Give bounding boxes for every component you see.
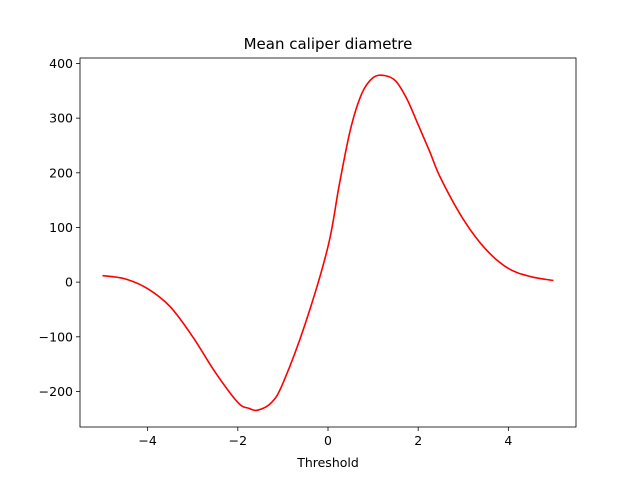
- y-tick-label: −200: [39, 384, 73, 399]
- x-tick-label: −4: [138, 433, 156, 448]
- x-tick-label: 2: [414, 433, 422, 448]
- x-tick-label: 0: [324, 433, 332, 448]
- series-layer: [102, 74, 554, 412]
- x-axis-title: Threshold: [296, 455, 359, 470]
- ticks-layer: −4 −2 0 2 4 −200 −100 0 100 200 300 400: [39, 56, 513, 448]
- chart-title: Mean caliper diametre: [244, 35, 413, 53]
- y-tick-label: 300: [49, 111, 73, 126]
- x-tick-label: −2: [229, 433, 247, 448]
- series-line-0: [102, 74, 554, 412]
- x-tick-label: 4: [504, 433, 512, 448]
- y-tick-label: 400: [49, 56, 73, 71]
- y-tick-label: 0: [65, 275, 73, 290]
- y-tick-label: 100: [49, 220, 73, 235]
- y-tick-label: 200: [49, 165, 73, 180]
- y-tick-label: −100: [39, 329, 73, 344]
